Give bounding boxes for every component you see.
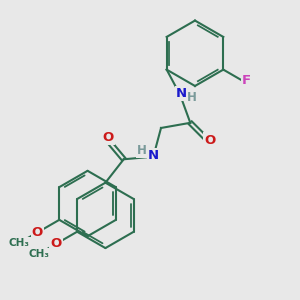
Text: N: N bbox=[176, 87, 187, 100]
Text: O: O bbox=[32, 226, 43, 239]
Text: N: N bbox=[148, 149, 159, 162]
Text: O: O bbox=[50, 237, 62, 250]
Text: H: H bbox=[187, 92, 196, 104]
Text: F: F bbox=[242, 74, 251, 87]
Text: CH₃: CH₃ bbox=[9, 238, 30, 248]
Text: O: O bbox=[102, 130, 114, 143]
Text: O: O bbox=[204, 134, 215, 146]
Text: H: H bbox=[137, 144, 147, 157]
Text: CH₃: CH₃ bbox=[29, 249, 50, 259]
